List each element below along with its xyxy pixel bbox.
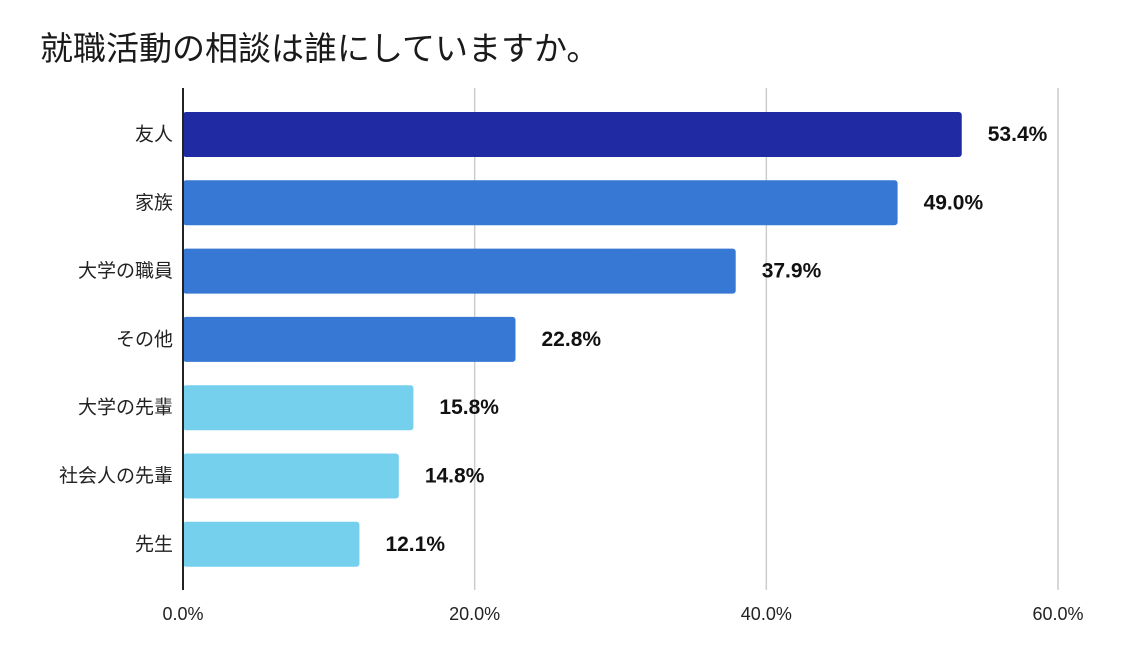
category-label-6: 先生	[135, 533, 173, 555]
category-label-3: その他	[116, 328, 173, 350]
category-label-0: 友人	[135, 124, 173, 146]
value-label-1: 49.0%	[924, 191, 984, 214]
category-label-5: 社会人の先輩	[59, 465, 173, 487]
value-label-0: 53.4%	[988, 123, 1048, 146]
x-tick-label-0: 0.0%	[162, 604, 203, 624]
bar-5	[183, 453, 399, 499]
x-tick-label-2: 40.0%	[741, 604, 792, 624]
category-label-1: 家族	[135, 192, 173, 214]
bar-1	[183, 180, 898, 226]
value-label-6: 12.1%	[385, 533, 445, 556]
bar-0	[183, 112, 962, 157]
x-tick-label-1: 20.0%	[449, 604, 500, 624]
label-layer: 0.0% 20.0% 40.0% 60.0% 友人 53.4% 家族 49.0% 大学の職員 37…	[59, 123, 1084, 624]
category-label-4: 大学の先輩	[78, 397, 173, 419]
value-label-3: 22.8%	[542, 328, 602, 351]
bar-2	[183, 248, 736, 294]
chart-title: 就職活動の相談は誰にしていますか。	[40, 29, 600, 68]
value-label-2: 37.9%	[762, 260, 822, 283]
bar-4	[183, 385, 414, 431]
value-label-4: 15.8%	[439, 396, 499, 419]
value-label-5: 14.8%	[425, 465, 485, 488]
category-label-2: 大学の職員	[78, 260, 173, 282]
x-tick-label-3: 60.0%	[1032, 604, 1083, 624]
bar-layer	[183, 112, 962, 567]
bar-3	[183, 316, 516, 362]
bar-6	[183, 521, 360, 567]
